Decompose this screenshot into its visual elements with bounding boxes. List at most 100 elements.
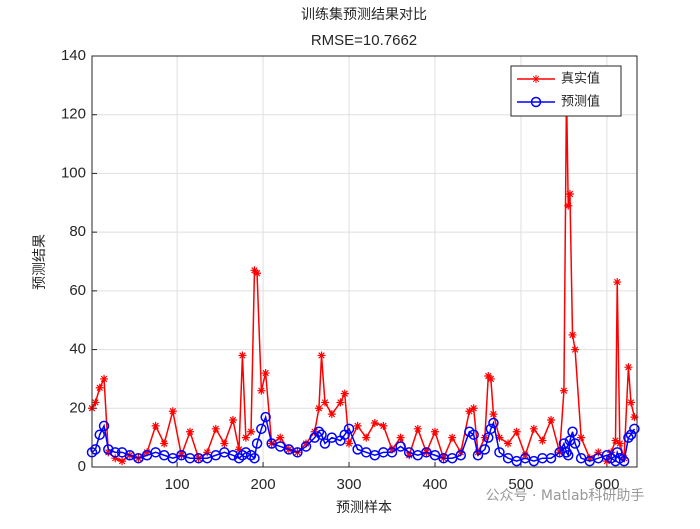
marker <box>249 452 260 464</box>
marker <box>118 457 127 466</box>
marker <box>103 444 114 455</box>
y-tick-label: 100 <box>61 164 86 181</box>
marker <box>253 269 262 278</box>
marker <box>545 452 557 464</box>
marker <box>100 374 109 383</box>
marker <box>203 448 212 457</box>
marker <box>571 345 580 354</box>
marker <box>292 447 303 458</box>
marker <box>276 433 285 442</box>
marker <box>469 404 478 413</box>
marker <box>241 433 250 442</box>
marker <box>630 413 639 422</box>
legend-marker <box>530 96 542 108</box>
marker <box>456 448 465 457</box>
marker <box>613 278 622 287</box>
marker <box>247 427 256 436</box>
legend-label: 预测值 <box>561 94 600 110</box>
marker <box>480 433 489 442</box>
legend-label: 真实值 <box>561 71 600 87</box>
marker <box>233 452 245 464</box>
marker <box>529 424 538 433</box>
marker <box>234 445 243 454</box>
y-tick-label: 120 <box>61 106 86 123</box>
marker <box>395 441 406 452</box>
marker <box>317 351 326 360</box>
marker <box>521 451 530 460</box>
marker <box>585 454 594 463</box>
marker <box>485 423 497 435</box>
marker <box>569 438 581 449</box>
marker <box>567 426 578 438</box>
marker <box>396 433 405 442</box>
marker <box>185 427 194 436</box>
marker <box>512 427 521 436</box>
marker <box>151 421 160 430</box>
marker <box>562 450 574 461</box>
marker <box>251 438 263 449</box>
marker <box>143 448 152 457</box>
marker <box>448 433 457 442</box>
plot-area <box>92 56 637 467</box>
marker <box>104 448 113 457</box>
x-axis-label: 预测样本 <box>336 500 392 516</box>
marker <box>256 423 267 435</box>
marker <box>220 439 229 448</box>
y-tick-label: 20 <box>69 399 86 416</box>
x-tick-label: 600 <box>594 476 619 493</box>
marker <box>109 447 121 458</box>
marker <box>547 416 556 425</box>
marker <box>168 407 177 416</box>
marker <box>319 438 331 449</box>
x-tick-label: 500 <box>508 476 533 493</box>
marker <box>594 448 603 457</box>
axes-box <box>91 55 638 468</box>
marker <box>405 451 414 460</box>
marker <box>362 433 371 442</box>
marker <box>245 450 257 461</box>
y-axis-label: 预测结果 <box>32 234 48 290</box>
x-tick-label: 300 <box>337 476 362 493</box>
marker <box>611 447 623 458</box>
x-tick-label: 200 <box>251 476 276 493</box>
marker <box>228 416 237 425</box>
marker <box>565 189 574 198</box>
marker <box>90 444 101 455</box>
marker <box>261 369 270 378</box>
legend-marker <box>532 75 540 83</box>
marker <box>260 411 271 423</box>
marker <box>340 389 349 398</box>
legend-box <box>510 65 622 117</box>
marker <box>468 429 479 440</box>
marker <box>577 433 586 442</box>
marker <box>98 420 110 432</box>
marker <box>486 374 495 383</box>
marker <box>625 429 637 440</box>
marker <box>538 436 547 445</box>
y-tick-label: 0 <box>78 458 86 475</box>
marker <box>257 386 266 395</box>
marker <box>455 450 467 461</box>
y-tick-label: 40 <box>69 341 86 358</box>
marker <box>94 429 105 440</box>
marker <box>302 439 311 448</box>
x-tick-label: 400 <box>422 476 447 493</box>
marker <box>465 407 474 416</box>
marker <box>564 201 573 210</box>
y-tick-label: 60 <box>69 282 86 299</box>
marker <box>479 444 491 455</box>
marker <box>618 455 630 467</box>
marker <box>559 386 568 395</box>
marker <box>370 418 379 427</box>
marker <box>353 421 362 430</box>
marker <box>345 439 354 448</box>
marker <box>160 439 169 448</box>
marker <box>629 423 640 435</box>
marker <box>568 330 577 339</box>
marker <box>615 439 624 448</box>
marker <box>313 426 325 438</box>
marker <box>626 398 635 407</box>
marker <box>379 421 388 430</box>
marker <box>489 410 498 419</box>
